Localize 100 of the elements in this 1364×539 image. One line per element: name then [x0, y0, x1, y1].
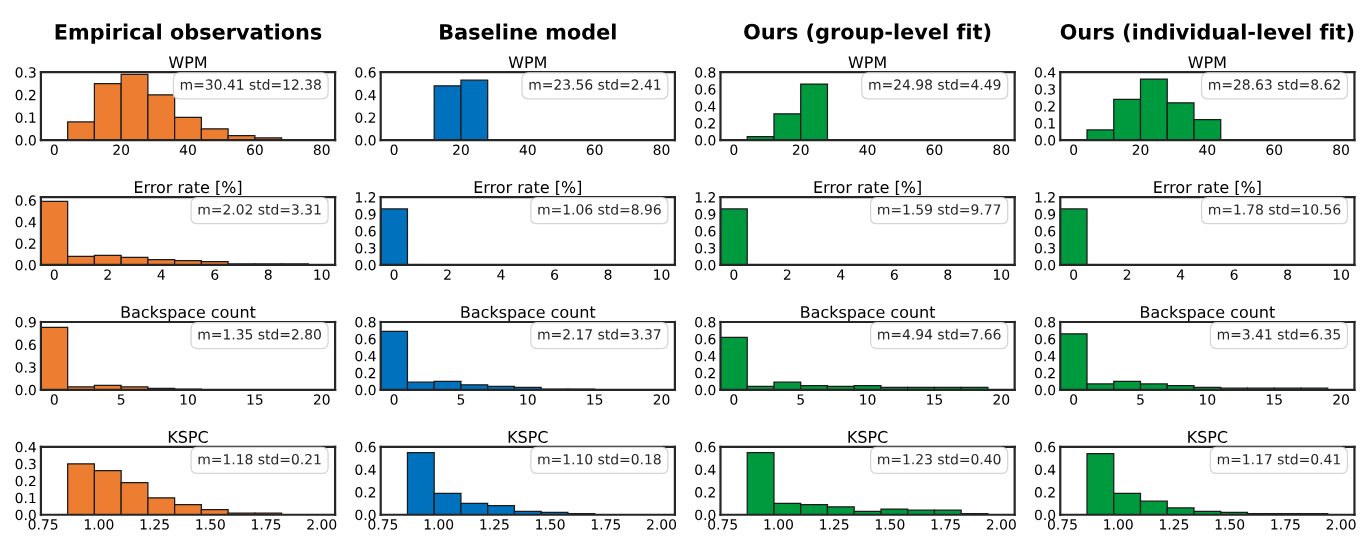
y-tick-label: 0.4: [15, 441, 36, 453]
y-tick-label: 0.9: [1034, 209, 1056, 220]
y-tick-label: 0.0: [695, 509, 716, 521]
x-tick-label: 10: [520, 394, 536, 405]
x-tick-label: 40: [179, 144, 196, 156]
x-tick-label: 0: [390, 144, 398, 156]
x-tick-label: 15: [1266, 394, 1282, 405]
x-tick-label: 5: [797, 394, 804, 405]
y-tick-label: 0.4: [355, 89, 376, 101]
x-tick-label: 40: [1199, 144, 1216, 156]
y-tick-label: 0.0: [15, 259, 36, 271]
y-tick-label: 0.4: [1034, 464, 1056, 475]
x-tick-label: 6: [211, 269, 219, 280]
y-tick-label: 0.9: [695, 209, 716, 220]
annotation: m=1.10 std=0.18: [538, 453, 661, 465]
y-tick-label: 0.0: [1034, 135, 1056, 146]
chart-title: Error rate [%]: [474, 180, 581, 196]
y-tick-label: 0.1: [15, 492, 36, 504]
x-tick-label: 20: [1132, 144, 1149, 156]
y-tick-label: 0.3: [15, 67, 36, 78]
x-tick-label: 1.75: [252, 519, 281, 530]
x-tick-label: 5: [117, 394, 125, 405]
y-tick-label: 1.2: [695, 192, 715, 203]
x-tick-label: 0: [50, 394, 58, 405]
y-tick-label: 0.2: [355, 367, 376, 379]
y-tick-label: 0.0: [695, 259, 716, 271]
x-tick-label: 10: [1200, 394, 1216, 405]
y-tick-label: 0.4: [695, 101, 716, 112]
x-tick-label: 6: [890, 269, 898, 280]
y-tick-label: 0.6: [355, 333, 376, 345]
x-tick-label: 60: [926, 144, 943, 156]
y-tick-label: 0.2: [1034, 487, 1055, 498]
chart-title: KSPC: [1188, 430, 1228, 443]
x-tick-label: 10: [1333, 269, 1349, 280]
chart-title: KSPC: [508, 430, 548, 443]
x-tick-label: 20: [792, 144, 809, 156]
x-tick-label: 80: [993, 144, 1010, 156]
y-tick-label: 0.0: [15, 135, 36, 146]
x-tick-label: 1.50: [536, 519, 565, 530]
chart-title: WPM: [508, 56, 546, 69]
x-tick-label: 0.75: [28, 519, 58, 530]
annotation: m=4.94 std=7.66: [878, 328, 1001, 340]
y-tick-label: 0.2: [15, 238, 36, 249]
x-tick-label: 8: [1284, 269, 1292, 280]
x-tick-label: 0: [1070, 144, 1078, 156]
x-tick-label: 4: [157, 269, 165, 280]
chart-title: Error rate [%]: [1154, 180, 1261, 196]
x-tick-label: 15: [927, 394, 943, 405]
y-tick-label: 0.1: [1034, 118, 1055, 129]
y-tick-label: 0.6: [355, 226, 376, 237]
x-tick-label: 1.75: [591, 519, 621, 530]
x-tick-label: 0: [390, 269, 398, 280]
y-tick-label: 0.0: [355, 509, 376, 521]
annotation: m=1.59 std=9.77: [878, 203, 1001, 215]
chart-title: WPM: [168, 56, 207, 69]
y-tick-label: 0.4: [355, 464, 376, 475]
chart-title: WPM: [1188, 56, 1226, 69]
y-tick-label: 0.2: [15, 89, 36, 101]
y-tick-label: 0.3: [355, 242, 376, 254]
chart-title: KSPC: [848, 430, 888, 443]
x-tick-label: 1.25: [480, 519, 509, 530]
y-tick-label: 0.0: [1034, 384, 1056, 396]
y-tick-label: 0.6: [15, 195, 36, 206]
x-tick-label: 0: [730, 269, 738, 280]
x-tick-label: 5: [1137, 394, 1144, 405]
x-tick-label: 1.00: [764, 519, 793, 530]
y-tick-label: 0.0: [355, 259, 376, 271]
x-tick-label: 60: [247, 144, 263, 156]
x-tick-label: 0.75: [708, 519, 737, 530]
y-tick-label: 0.3: [1034, 84, 1055, 95]
x-tick-label: 8: [944, 269, 952, 280]
x-tick-label: 20: [653, 394, 670, 405]
y-tick-label: 1.2: [1035, 192, 1055, 203]
chart-subtitle: Ours (group-level fit): [744, 23, 991, 44]
x-tick-label: 1.75: [1271, 519, 1300, 530]
x-tick-label: 80: [313, 144, 330, 156]
annotation: m=1.06 std=8.96: [538, 203, 661, 215]
annotation: m=3.41 std=6.35: [1217, 328, 1340, 340]
x-tick-label: 1.25: [140, 519, 169, 530]
x-tick-label: 1.50: [875, 519, 905, 530]
y-tick-label: 0.8: [695, 316, 716, 328]
chart-subtitle: Empirical observations: [55, 23, 322, 44]
annotation: m=1.78 std=10.56: [1209, 203, 1341, 215]
x-tick-label: 2: [783, 269, 791, 280]
x-tick-label: 0: [50, 144, 58, 156]
x-tick-label: 80: [653, 144, 670, 156]
annotation: m=23.56 std=2.41: [529, 79, 661, 90]
x-tick-label: 40: [519, 144, 536, 156]
y-tick-label: 0.6: [355, 67, 376, 78]
x-tick-label: 0: [1070, 394, 1078, 405]
x-tick-label: 6: [551, 269, 559, 280]
x-tick-label: 1.75: [931, 519, 960, 530]
y-tick-label: 0.0: [695, 384, 716, 396]
x-tick-label: 1.00: [1104, 519, 1133, 530]
x-tick-label: 10: [993, 269, 1010, 280]
x-tick-label: 2: [104, 269, 111, 280]
x-tick-label: 2.00: [1326, 519, 1356, 530]
annotation: m=1.18 std=0.21: [198, 453, 321, 465]
y-tick-label: 0.0: [355, 135, 376, 146]
chart-title: Backspace count: [121, 305, 256, 322]
